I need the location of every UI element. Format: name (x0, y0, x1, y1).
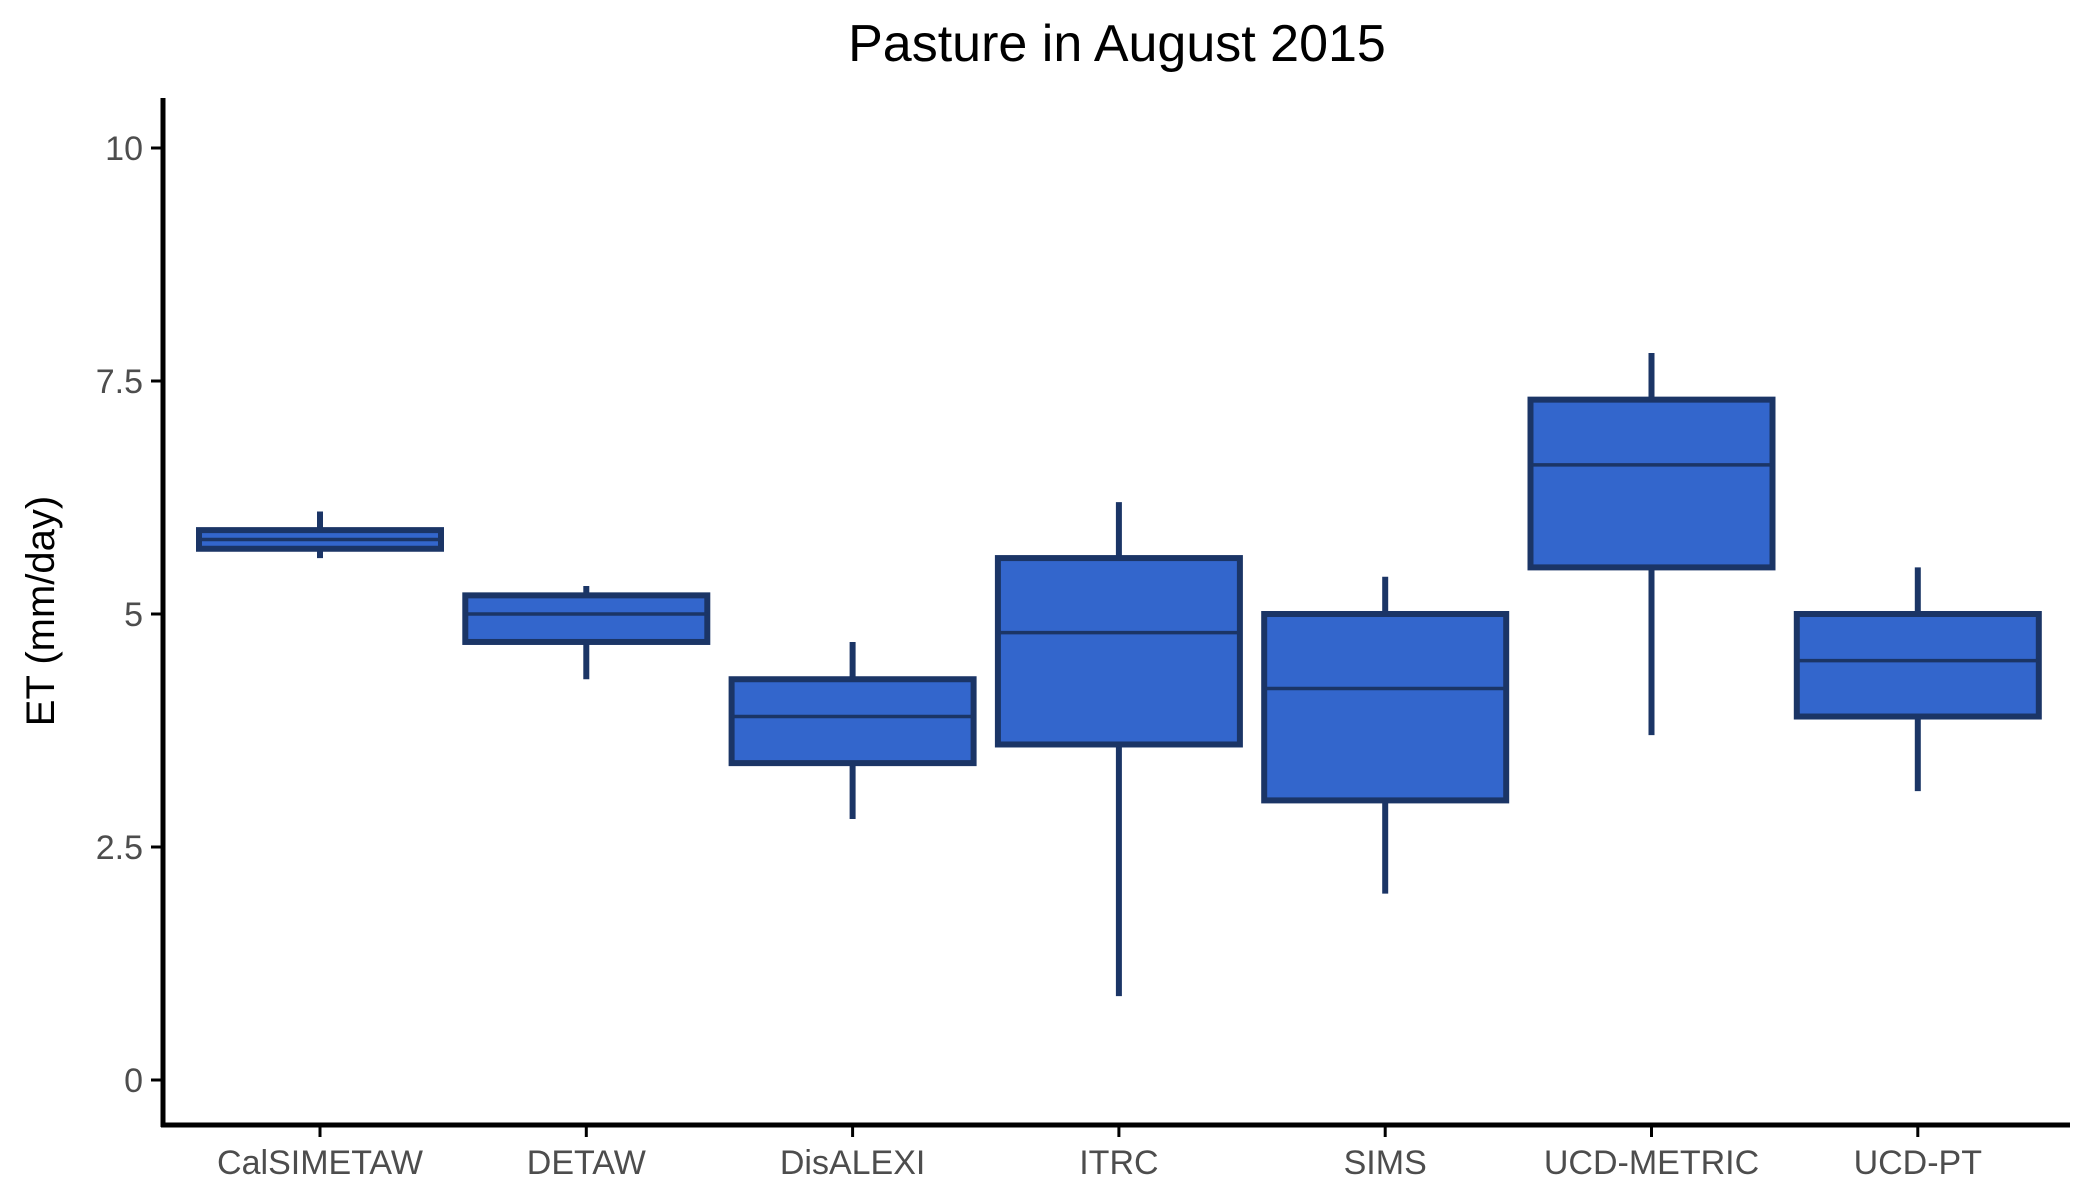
box-DETAW (462, 592, 711, 645)
plot-area: 0 2.5 5 7.5 10 CalSIMETAW DETAW DisALEXI ITRC SIM… (96, 98, 2070, 1182)
x-tick-label: ITRC (1079, 1144, 1158, 1182)
box-DisALEXI (728, 676, 977, 767)
y-tick-label: 2.5 (96, 829, 143, 867)
y-tick-label: 0 (124, 1062, 143, 1100)
y-tick-label: 7.5 (96, 363, 143, 401)
y-axis-label: ET (mm/day) (19, 496, 63, 726)
box-UCD-PT (1793, 611, 2042, 720)
box-ITRC (994, 555, 1243, 748)
y-tick-label: 5 (124, 596, 143, 634)
x-tick-label: DisALEXI (780, 1144, 926, 1182)
x-tick-label: UCD-METRIC (1544, 1144, 1759, 1182)
x-tick-label: SIMS (1344, 1144, 1427, 1182)
box-SIMS (1261, 611, 1510, 804)
x-tick-label: DETAW (527, 1144, 646, 1182)
y-tick-label: 10 (105, 130, 143, 168)
box-UCD-METRIC (1527, 396, 1776, 571)
x-tick-label: CalSIMETAW (217, 1144, 423, 1182)
chart-title: Pasture in August 2015 (848, 15, 1386, 73)
x-tick-label: UCD-PT (1854, 1144, 1982, 1182)
